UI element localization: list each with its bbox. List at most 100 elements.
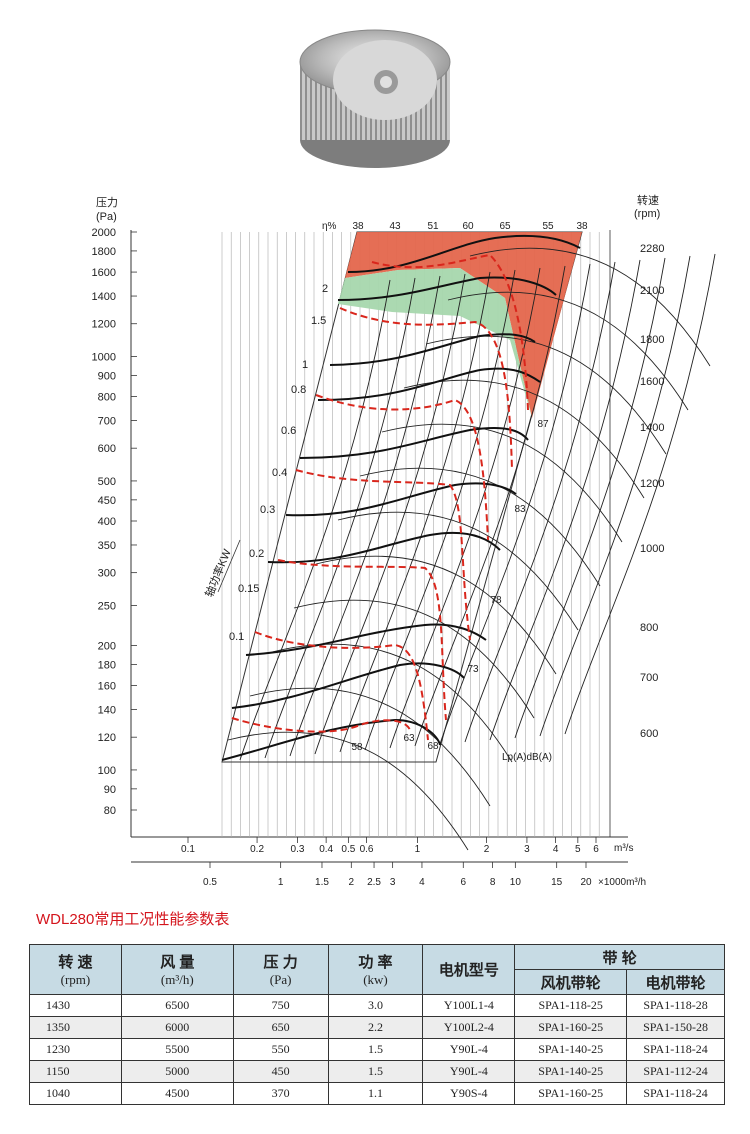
y-tick-label: 250 <box>98 600 116 612</box>
y-tick-label: 1000 <box>92 351 116 363</box>
table-cell: Y90L-4 <box>422 1060 516 1083</box>
y-tick-label: 800 <box>98 392 116 404</box>
efficiency-value: 60 <box>462 221 474 232</box>
system-curve <box>289 275 441 757</box>
speed-curve <box>267 531 501 564</box>
zone-red <box>345 232 582 418</box>
x2-tick-label: 4 <box>419 877 425 888</box>
efficiency-curve <box>227 731 469 851</box>
x2-tick-label: 1 <box>278 877 284 888</box>
col-motor-pulley: 电机带轮 <box>626 969 725 995</box>
col-speed-unit: (rpm) <box>60 972 91 987</box>
rpm-tick-label: 2280 <box>640 243 664 255</box>
col-pressure-unit: (Pa) <box>269 972 292 987</box>
rpm-axis-unit: (rpm) <box>634 208 660 220</box>
rpm-tick-label: 700 <box>640 672 658 684</box>
table-cell: 4500 <box>120 1082 234 1105</box>
table-cell: 1430 <box>29 994 122 1017</box>
table-cell: SPA1-140-25 <box>514 1038 628 1061</box>
table-cell: 750 <box>232 994 329 1017</box>
table-cell: SPA1-118-24 <box>626 1082 725 1105</box>
operating-dashed-curve <box>315 394 489 541</box>
noise-value: 63 <box>403 733 415 744</box>
y-tick-label: 1200 <box>92 319 116 331</box>
y-tick-label: 100 <box>98 765 116 777</box>
system-curve <box>414 265 566 747</box>
table-cell: SPA1-112-24 <box>626 1060 725 1083</box>
system-curve <box>514 257 666 739</box>
table-cell: 1150 <box>29 1060 122 1083</box>
operating-dashed-curve <box>277 559 447 721</box>
y-tick-label: 160 <box>98 681 116 693</box>
operating-dashed-curve <box>339 307 513 471</box>
table-cell: SPA1-118-25 <box>514 994 628 1017</box>
rpm-axis-label: 转速 <box>637 193 659 207</box>
noise-value: 68 <box>427 741 439 752</box>
table-cell: 550 <box>232 1038 329 1061</box>
y-tick-label: 350 <box>98 540 116 552</box>
table-row: 1150 5000 450 1.5 Y90L-4 SPA1-140-25 SPA1-112-… <box>29 1060 725 1083</box>
table-title: WDL280常用工况性能参数表 <box>36 911 230 928</box>
performance-table: 转 速 (rpm) 风 量 (m³/h) 压 力 (Pa) 功 率 (kw) 电… <box>29 944 725 1105</box>
efficiency-value: 38 <box>352 221 364 232</box>
shaft-power-value: 0.8 <box>291 384 306 396</box>
table-row: 1040 4500 370 1.1 Y90S-4 SPA1-160-25 SPA1-118-… <box>29 1082 725 1105</box>
col-speed: 转 速 (rpm) <box>29 944 122 995</box>
y-tick-label: 80 <box>104 805 116 817</box>
fan-performance-chart: 2000180016001400120010009008007006005004… <box>92 29 716 888</box>
x-tick-label: 0.1 <box>181 844 195 855</box>
efficiency-curve <box>315 555 557 675</box>
efficiency-curve <box>271 643 513 763</box>
efficiency-curve <box>425 335 667 455</box>
x-tick-label: 0.5 <box>341 844 355 855</box>
table-cell: SPA1-140-25 <box>514 1060 628 1083</box>
operating-dashed-curve <box>371 253 529 411</box>
x-tick-label: 6 <box>593 844 599 855</box>
col-power-label: 功 率 <box>358 954 393 971</box>
rpm-tick-label: 2100 <box>640 285 664 297</box>
col-motor: 电机型号 <box>422 944 516 995</box>
y-axis-unit: (Pa) <box>96 211 117 223</box>
system-curve <box>389 267 541 749</box>
shaft-power-value: 0.6 <box>281 425 296 437</box>
efficiency-value: 43 <box>389 221 401 232</box>
col-flow: 风 量 (m³/h) <box>120 944 234 995</box>
x2-tick-label: 15 <box>551 877 563 888</box>
table-cell: 450 <box>232 1060 329 1083</box>
table-cell: 5500 <box>120 1038 234 1061</box>
x-tick-label: 0.4 <box>319 844 333 855</box>
table-cell: SPA1-160-25 <box>514 1082 628 1105</box>
shaft-power-value: 1 <box>302 359 308 371</box>
shaft-power-value: 0.3 <box>260 504 275 516</box>
x-tick-label: 5 <box>575 844 581 855</box>
efficiency-value: 38 <box>576 221 588 232</box>
x2-tick-label: 6 <box>461 877 467 888</box>
table-cell: 6000 <box>120 1016 234 1039</box>
table-cell: Y100L1-4 <box>422 994 516 1017</box>
shaft-power-value: 1.5 <box>311 315 326 327</box>
y-tick-label: 1400 <box>92 291 116 303</box>
x2-tick-label: 10 <box>510 877 522 888</box>
table-cell: 650 <box>232 1016 329 1039</box>
col-flow-unit: (m³/h) <box>160 972 194 987</box>
efficiency-curve <box>249 687 491 807</box>
system-curve <box>564 253 716 735</box>
operating-dashed-curve <box>254 631 429 741</box>
y-tick-label: 90 <box>104 784 116 796</box>
efficiency-label: η% <box>322 221 337 232</box>
rpm-tick-label: 1400 <box>640 422 664 434</box>
rpm-tick-label: 600 <box>640 728 658 740</box>
system-curve <box>314 273 466 755</box>
y-tick-label: 200 <box>98 640 116 652</box>
x2-tick-label: 0.5 <box>203 877 217 888</box>
x-tick-label: 0.6 <box>360 844 374 855</box>
x-tick-label: 2 <box>484 844 490 855</box>
x2-tick-label: 3 <box>390 877 396 888</box>
rpm-tick-label: 800 <box>640 622 658 634</box>
y-tick-label: 2000 <box>92 227 116 239</box>
x-tick-label: 4 <box>553 844 559 855</box>
table-row: 1350 6000 650 2.2 Y100L2-4 SPA1-160-25 SPA1-15… <box>29 1016 725 1039</box>
system-curve <box>489 259 641 741</box>
table-cell: 5000 <box>120 1060 234 1083</box>
y-tick-label: 180 <box>98 659 116 671</box>
